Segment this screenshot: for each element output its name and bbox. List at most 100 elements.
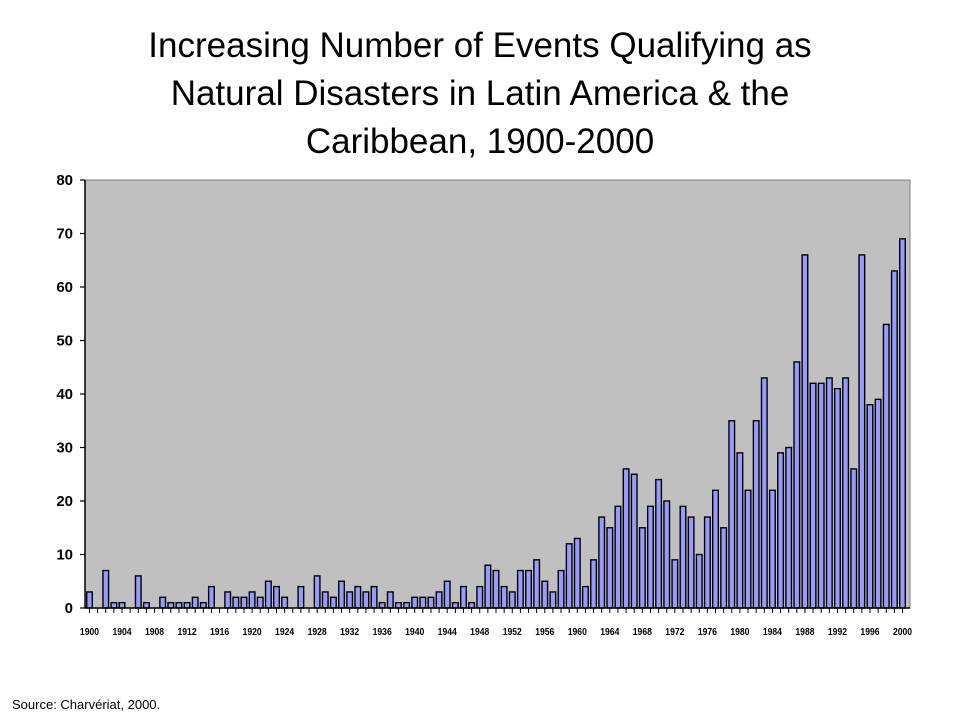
bar-1966: [622, 468, 630, 609]
bar-1907: [142, 601, 150, 609]
bar-1954: [525, 569, 533, 609]
bar-1953: [516, 569, 524, 609]
bar-1914: [199, 601, 207, 609]
x-tick-label: 1940: [405, 626, 424, 637]
x-tick-label: 1988: [795, 626, 814, 637]
x-tick-label: 1976: [698, 626, 717, 637]
x-tick-label: 1960: [568, 626, 587, 637]
bar-1988: [801, 254, 809, 609]
x-tick-label: 1964: [600, 626, 620, 637]
bar-1909: [159, 596, 167, 609]
chart-title: Increasing Number of Events Qualifying a…: [60, 22, 900, 166]
bar-1971: [663, 500, 671, 609]
bar-2000: [899, 238, 907, 609]
x-tick-label: 1924: [275, 626, 295, 637]
x-tick-label: 1952: [503, 626, 522, 637]
bar-1932: [346, 591, 354, 609]
x-tick-label: 1904: [112, 626, 132, 637]
bar-1982: [752, 420, 760, 609]
bar-1937: [386, 591, 394, 609]
bar-1900: [85, 591, 93, 609]
bar-1977: [712, 489, 720, 609]
y-tick-label: 30: [56, 440, 73, 457]
bar-1990: [817, 382, 825, 609]
bar-1949: [484, 564, 492, 609]
bar-1997: [874, 398, 882, 609]
bar-1917: [224, 591, 232, 609]
bar-1942: [427, 596, 435, 609]
x-tick-label: 2000: [893, 626, 912, 637]
source-note: Source: Charvériat, 2000.: [12, 697, 161, 712]
bar-1934: [362, 591, 370, 609]
bar-1952: [508, 591, 516, 609]
bar-1926: [297, 585, 305, 609]
bar-1912: [183, 601, 191, 609]
bar-1940: [411, 596, 419, 609]
bar-1965: [614, 505, 622, 609]
bar-1924: [281, 596, 289, 609]
bar-1918: [232, 596, 240, 609]
bar-1921: [256, 596, 264, 609]
bar-1999: [890, 270, 898, 609]
y-tick-label: 80: [56, 172, 73, 189]
bar-1936: [378, 601, 386, 609]
bar-1969: [646, 505, 654, 609]
bar-1920: [248, 591, 256, 609]
bar-1951: [500, 585, 508, 609]
bar-1955: [533, 559, 541, 609]
bar-1919: [240, 596, 248, 609]
y-tick-label: 50: [56, 333, 73, 350]
bar-1960: [573, 537, 581, 609]
bar-1950: [492, 569, 500, 609]
x-tick-label: 1920: [243, 626, 262, 637]
bar-1981: [744, 489, 752, 609]
bar-1948: [476, 585, 484, 609]
x-tick-label: 1932: [340, 626, 359, 637]
bar-1956: [541, 580, 549, 609]
x-tick-label: 1928: [308, 626, 327, 637]
bar-1987: [793, 361, 801, 609]
bar-1974: [687, 516, 695, 609]
bar-1984: [768, 489, 776, 609]
bar-1983: [760, 377, 768, 609]
bar-1961: [581, 585, 589, 609]
bar-1945: [451, 601, 459, 609]
bar-1946: [459, 585, 467, 609]
bar-1996: [866, 404, 874, 609]
bar-1913: [191, 596, 199, 609]
chart-title-line-3: Caribbean, 1900-2000: [305, 122, 655, 161]
bar-1928: [313, 575, 321, 609]
bar-1930: [329, 596, 337, 609]
y-tick-label: 20: [56, 493, 73, 510]
bar-1941: [419, 596, 427, 609]
x-tick-label: 1956: [535, 626, 554, 637]
y-tick-label: 70: [56, 226, 73, 243]
bar-1963: [598, 516, 606, 609]
x-tick-label: 1992: [828, 626, 847, 637]
bar-1959: [565, 543, 573, 609]
bar-1998: [882, 323, 890, 609]
bar-1931: [338, 580, 346, 609]
bar-1980: [736, 452, 744, 609]
bar-1929: [321, 591, 329, 609]
bar-1967: [630, 473, 638, 609]
bar-1933: [354, 585, 362, 609]
x-tick-label: 1948: [470, 626, 489, 637]
bar-1972: [671, 559, 679, 609]
y-tick-label: 40: [56, 386, 73, 403]
bar-1995: [858, 254, 866, 609]
x-tick-label: 1972: [665, 626, 684, 637]
bar-1944: [443, 580, 451, 609]
bar-1904: [118, 601, 126, 609]
bar-1911: [175, 601, 183, 609]
bar-1903: [110, 601, 118, 609]
chart-title-line-1: Increasing Number of Events Qualifying a…: [148, 26, 812, 65]
bar-1938: [394, 601, 402, 609]
bar-1923: [272, 585, 280, 609]
x-tick-label: 1984: [763, 626, 783, 637]
x-axis: 1900 1904 1908 1912 1916 1920 1924 1928 1932 1936…: [80, 607, 912, 637]
y-tick-label: 10: [56, 547, 73, 564]
bar-1993: [842, 377, 850, 609]
bar-1915: [207, 585, 215, 609]
